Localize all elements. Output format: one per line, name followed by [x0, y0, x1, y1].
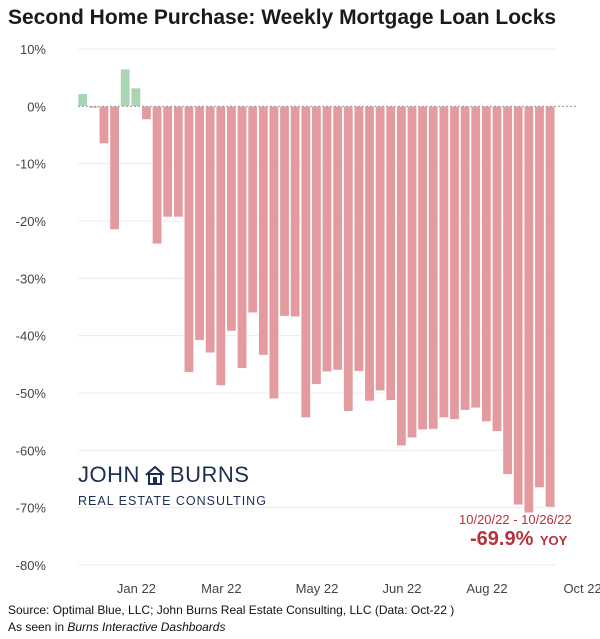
bar [396, 106, 407, 447]
bar [268, 106, 279, 400]
bar [162, 106, 173, 218]
bar [194, 106, 205, 341]
bar [247, 106, 258, 314]
bar [322, 106, 333, 373]
bar [77, 93, 88, 107]
bar [417, 106, 428, 430]
bar [173, 106, 184, 218]
annotation-yoy: YOY [539, 533, 568, 548]
bar [491, 106, 502, 432]
y-tick-label: -80% [16, 558, 47, 573]
bar [385, 106, 396, 401]
bar [364, 106, 375, 402]
x-tick-label: Mar 22 [201, 581, 241, 596]
bar [205, 106, 216, 354]
y-tick-label: -10% [16, 157, 47, 172]
annotation-date-range: 10/20/22 - 10/26/22 [459, 512, 572, 527]
bar [449, 106, 460, 420]
bar [141, 106, 152, 120]
bar [406, 106, 418, 439]
logo-name-right: BURNS [169, 462, 250, 487]
y-tick-label: 10% [20, 42, 46, 57]
bar [428, 106, 439, 430]
x-tick-label: Aug 22 [466, 581, 507, 596]
y-tick-label: -30% [16, 271, 47, 286]
y-tick-label: -50% [16, 386, 47, 401]
x-tick-label: May 22 [296, 581, 339, 596]
bar [279, 106, 290, 317]
bar [545, 106, 556, 508]
bar [152, 106, 163, 245]
bar [130, 87, 141, 107]
bar [300, 106, 311, 418]
bar [438, 106, 449, 418]
bar [226, 106, 237, 332]
y-tick-label: -70% [16, 501, 47, 516]
seen-prefix: As seen in [8, 620, 68, 634]
bar [534, 106, 545, 488]
bar [183, 106, 194, 373]
bar [353, 106, 364, 372]
y-tick-label: -20% [16, 214, 47, 229]
house-icon [144, 464, 166, 492]
annotation-number: -69.9% [470, 528, 534, 550]
bar [470, 106, 481, 409]
bar [502, 106, 513, 475]
bar [375, 106, 386, 391]
seen-italic: Burns Interactive Dashboards [67, 620, 226, 634]
x-axis-ticks: Jan 22 Mar 22 May 22 Jun 22 Aug 22 Oct 22 [117, 581, 600, 596]
source-note: Source: Optimal Blue, LLC; John Burns Re… [8, 603, 455, 617]
bar [88, 106, 99, 109]
bar [481, 106, 492, 422]
annotation-value: -69.9% YOY [470, 528, 567, 551]
x-tick-label: Jan 22 [117, 581, 156, 596]
logo-name: JOHN BURNS [78, 462, 267, 492]
bar [513, 106, 524, 506]
y-tick-label: 0% [27, 99, 46, 114]
bar [290, 106, 301, 318]
john-burns-logo: JOHN BURNS REAL ESTATE CONSULTING [78, 462, 267, 508]
bar [109, 106, 120, 230]
bar [98, 106, 109, 144]
y-tick-label: -40% [16, 329, 47, 344]
chart-title: Second Home Purchase: Weekly Mortgage Lo… [8, 6, 557, 29]
seen-in-note: As seen in Burns Interactive Dashboards [8, 620, 225, 634]
logo-name-left: JOHN [78, 462, 140, 487]
x-tick-label: Oct 22 [563, 581, 600, 596]
bar [523, 106, 534, 514]
bar [460, 106, 471, 411]
x-tick-label: Jun 22 [382, 581, 421, 596]
bar [237, 106, 248, 369]
bar [343, 106, 354, 412]
bar [332, 106, 343, 371]
bar [215, 106, 226, 386]
logo-subtitle: REAL ESTATE CONSULTING [78, 494, 267, 508]
bars [77, 68, 556, 514]
y-tick-label: -60% [16, 443, 47, 458]
y-axis-ticks: 10% 0% -10% -20% -30% -40% -50% -60% -70% -80% [16, 42, 47, 573]
bar [258, 106, 269, 356]
bar [120, 68, 131, 107]
bar [311, 106, 322, 385]
